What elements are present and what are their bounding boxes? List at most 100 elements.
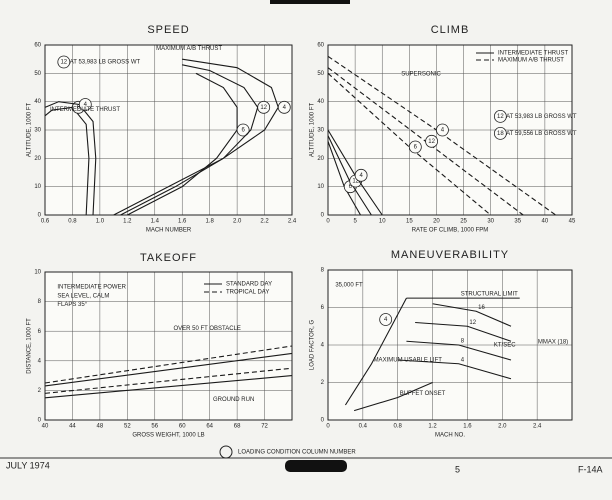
y-axis-label: DISTANCE, 1000 FT: [27, 318, 33, 374]
x-tick-label: 0.6: [41, 219, 50, 225]
redaction: [270, 0, 350, 4]
x-tick-label: 48: [97, 424, 104, 430]
curve: [415, 321, 512, 342]
curve: [432, 303, 512, 327]
x-tick-label: 45: [569, 219, 576, 225]
curve: [113, 58, 279, 216]
annotation: 4: [384, 317, 388, 323]
annotation: INTERMEDIATE THRUST: [50, 107, 120, 113]
x-tick-label: 68: [234, 424, 241, 430]
annotation: 18: [497, 131, 504, 137]
plot-area: [45, 272, 292, 420]
x-tick-label: 5: [353, 219, 357, 225]
annotation: 12: [497, 114, 504, 120]
plot-frame: [327, 269, 573, 421]
legend-label: INTERMEDIATE THRUST: [498, 51, 568, 57]
curve-label: 8: [461, 339, 465, 345]
x-tick-label: 2.0: [233, 219, 242, 225]
x-tick-label: 0: [326, 424, 330, 430]
curve-label: 4: [441, 128, 445, 134]
annotation: SEA LEVEL, CALM: [57, 293, 109, 299]
annotation: FLAPS 35°: [57, 302, 87, 308]
annotation: 35,000 FT: [335, 283, 363, 289]
x-tick-label: 35: [514, 219, 521, 225]
curve: [344, 297, 407, 406]
y-tick-label: 8: [321, 268, 325, 274]
x-axis-label: RATE OF CLIMB, 1000 FPM: [412, 228, 489, 234]
x-tick-label: 44: [69, 424, 76, 430]
x-tick-label: 1.2: [123, 219, 132, 225]
x-tick-label: 2.0: [498, 424, 507, 430]
x-tick-label: 72: [261, 424, 268, 430]
chart-title: MANEUVERABILITY: [391, 249, 509, 261]
y-tick-label: 60: [34, 43, 41, 49]
annotation-circle: [379, 313, 393, 326]
page-number: 5: [455, 464, 460, 474]
y-tick-label: 10: [34, 184, 41, 190]
aircraft: F-14A: [578, 464, 603, 474]
y-tick-label: 40: [317, 99, 324, 105]
curve-label-circle: [436, 123, 449, 137]
x-tick-label: 2.4: [533, 424, 542, 430]
y-tick-label: 20: [34, 156, 41, 162]
curve-label-circle: [354, 168, 368, 182]
y-tick-label: 6: [38, 329, 42, 335]
y-axis-label: ALTITUDE, 1000 FT: [310, 103, 316, 158]
x-tick-label: 25: [460, 219, 467, 225]
x-tick-label: 64: [206, 424, 213, 430]
curve-label: 12: [469, 320, 476, 326]
curve: [44, 106, 90, 216]
y-tick-label: 4: [38, 358, 42, 364]
curve: [44, 352, 293, 399]
x-tick-label: 60: [179, 424, 186, 430]
curve: [397, 359, 512, 380]
curve-label: 6: [349, 184, 353, 190]
x-tick-label: 2.4: [288, 219, 297, 225]
curve-label-circle: [78, 98, 92, 111]
curve-label: 6: [241, 128, 245, 134]
curve: [120, 64, 259, 216]
curve-label: BUFFET ONSET: [400, 391, 446, 397]
x-tick-label: 1.0: [96, 219, 105, 225]
y-axis-label: ALTITUDE, 1000 FT: [27, 103, 33, 158]
y-tick-label: 60: [317, 43, 324, 49]
y-tick-label: 0: [38, 418, 42, 424]
x-tick-label: 2.2: [260, 219, 269, 225]
curve: [327, 72, 492, 216]
x-tick-label: 0: [326, 219, 330, 225]
x-axis-label: MACH NO.: [435, 433, 465, 439]
annotation: AT 59,556 LB GROSS WT: [506, 131, 577, 137]
y-tick-label: 50: [34, 71, 41, 77]
y-tick-label: 6: [321, 305, 325, 311]
curve-label: 4: [359, 173, 363, 179]
redaction: [285, 460, 347, 472]
x-tick-label: 15: [406, 219, 413, 225]
curve: [353, 381, 433, 412]
y-tick-label: 10: [34, 270, 41, 276]
annotation: KT/SEC: [494, 343, 516, 349]
annotation: OVER 50 FT OBSTACLE: [173, 326, 240, 332]
curve-label: 12: [352, 179, 359, 185]
chart-title: SPEED: [147, 24, 189, 36]
x-tick-label: 56: [151, 424, 158, 430]
curve-label: 12: [428, 139, 435, 145]
x-tick-label: 0.8: [394, 424, 403, 430]
x-axis-label: MACH NUMBER: [146, 228, 192, 234]
curve: [44, 101, 97, 216]
curve: [44, 345, 293, 394]
curve-label-circle: [277, 100, 291, 114]
annotation-circle: [493, 126, 507, 140]
curve-label: 4: [84, 102, 88, 108]
plot-frame: [44, 44, 293, 216]
annotation: SUPERSONIC: [401, 71, 441, 77]
curve-label-circle: [425, 134, 439, 148]
x-tick-label: 40: [42, 424, 49, 430]
curve-label: 6: [77, 105, 81, 111]
annotation: INTERMEDIATE POWER: [57, 284, 126, 290]
annotation: MAXIMUM A/B THRUST: [156, 46, 222, 52]
y-tick-label: 30: [317, 128, 324, 134]
x-tick-label: 0.4: [359, 424, 368, 430]
chart-title: CLIMB: [431, 24, 470, 36]
annotation: 12: [60, 60, 67, 66]
